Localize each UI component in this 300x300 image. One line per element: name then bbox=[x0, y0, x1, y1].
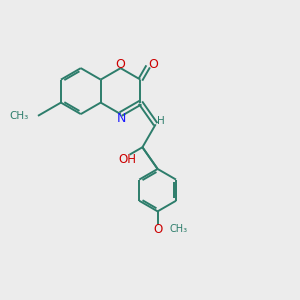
Text: CH₃: CH₃ bbox=[170, 224, 188, 234]
Text: H: H bbox=[157, 116, 165, 126]
Text: CH₃: CH₃ bbox=[9, 111, 28, 121]
Text: O: O bbox=[153, 223, 162, 236]
Text: OH: OH bbox=[118, 152, 136, 166]
Text: N: N bbox=[117, 112, 126, 125]
Text: O: O bbox=[148, 58, 158, 71]
Text: O: O bbox=[116, 58, 125, 71]
